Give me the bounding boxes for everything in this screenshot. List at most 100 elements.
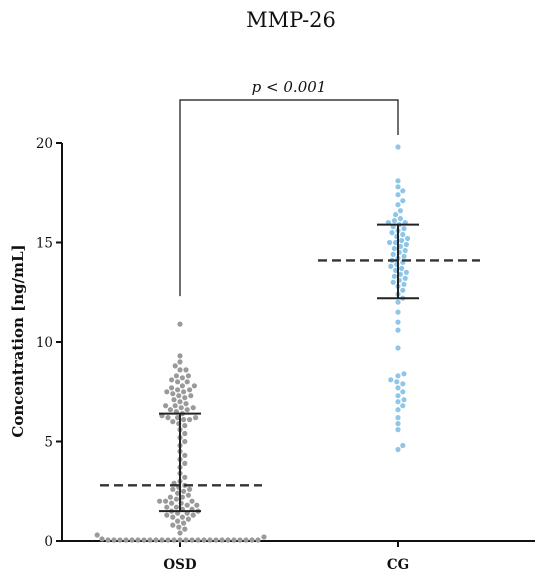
y-tick-label: 10 bbox=[36, 335, 53, 351]
significance-label: p < 0.001 bbox=[252, 78, 327, 96]
data-point bbox=[183, 367, 189, 373]
data-point bbox=[231, 537, 237, 543]
data-point bbox=[173, 504, 179, 510]
data-point bbox=[391, 245, 397, 252]
data-point bbox=[400, 442, 406, 449]
data-point bbox=[395, 373, 401, 379]
data-point bbox=[169, 377, 175, 383]
data-point bbox=[177, 399, 183, 405]
data-point bbox=[105, 537, 111, 543]
data-point bbox=[390, 279, 396, 285]
data-point bbox=[395, 407, 401, 413]
data-point bbox=[395, 178, 401, 184]
data-point bbox=[175, 490, 181, 496]
data-point bbox=[164, 512, 170, 518]
y-tick-label: 20 bbox=[36, 136, 53, 152]
data-point bbox=[400, 231, 406, 238]
data-point bbox=[94, 532, 100, 538]
data-point bbox=[401, 226, 407, 232]
data-point bbox=[391, 218, 397, 224]
data-point bbox=[177, 537, 183, 543]
data-point bbox=[178, 405, 184, 411]
data-point bbox=[164, 504, 170, 510]
data-point bbox=[213, 537, 219, 543]
data-point bbox=[170, 486, 176, 492]
data-point bbox=[403, 269, 409, 275]
data-point bbox=[187, 417, 193, 423]
data-point bbox=[185, 492, 191, 498]
y-tick-label: 0 bbox=[44, 534, 53, 550]
data-point bbox=[395, 385, 401, 391]
data-point bbox=[182, 430, 188, 437]
data-point bbox=[179, 383, 185, 389]
data-point bbox=[190, 512, 196, 518]
data-point bbox=[395, 319, 401, 325]
data-point bbox=[194, 502, 200, 508]
data-point bbox=[395, 421, 401, 427]
data-point bbox=[393, 212, 399, 218]
data-point bbox=[193, 415, 199, 421]
data-point bbox=[177, 530, 183, 536]
data-point bbox=[147, 537, 153, 543]
data-point bbox=[177, 353, 183, 359]
plot-area: 0 5 10 15 20 OSD CG bbox=[36, 99, 535, 573]
data-point bbox=[177, 367, 183, 373]
data-point bbox=[405, 235, 411, 242]
data-point bbox=[400, 198, 406, 204]
y-axis-label: Concentration [ng/mL] bbox=[9, 244, 27, 437]
data-point bbox=[169, 385, 175, 391]
x-tick-label: CG bbox=[387, 557, 409, 573]
data-point bbox=[388, 377, 394, 383]
data-point bbox=[171, 537, 177, 543]
data-point bbox=[394, 379, 400, 385]
data-point bbox=[163, 403, 169, 409]
data-point bbox=[249, 537, 255, 543]
data-point bbox=[175, 379, 181, 385]
data-point bbox=[165, 415, 171, 421]
data-point bbox=[403, 241, 409, 248]
data-point bbox=[189, 537, 195, 543]
data-point bbox=[181, 389, 187, 395]
data-point bbox=[179, 375, 185, 381]
data-point bbox=[400, 389, 406, 395]
data-point bbox=[395, 192, 401, 198]
data-point bbox=[187, 387, 193, 393]
data-point bbox=[255, 537, 261, 543]
data-point bbox=[181, 488, 187, 494]
data-point bbox=[177, 321, 183, 327]
data-point bbox=[177, 359, 183, 365]
data-point bbox=[172, 403, 178, 409]
data-point bbox=[395, 415, 401, 421]
data-point bbox=[99, 536, 105, 542]
data-point bbox=[179, 514, 185, 520]
data-point bbox=[187, 486, 193, 492]
data-point bbox=[397, 216, 403, 222]
data-point bbox=[176, 524, 182, 530]
data-point bbox=[188, 393, 194, 399]
data-point bbox=[185, 516, 191, 522]
data-point bbox=[170, 522, 176, 528]
data-point bbox=[176, 393, 182, 399]
data-point bbox=[184, 407, 190, 413]
data-point bbox=[399, 265, 405, 271]
data-point bbox=[175, 415, 181, 421]
data-point bbox=[175, 518, 181, 524]
data-point bbox=[195, 537, 201, 543]
data-point bbox=[395, 144, 401, 150]
data-point bbox=[189, 498, 195, 504]
data-point bbox=[219, 537, 225, 543]
data-point bbox=[183, 401, 189, 407]
data-point bbox=[401, 371, 407, 377]
data-point bbox=[173, 373, 179, 379]
data-point bbox=[395, 345, 401, 351]
data-point bbox=[399, 237, 405, 244]
data-point bbox=[167, 407, 173, 413]
data-point bbox=[171, 397, 177, 403]
data-point bbox=[157, 498, 163, 504]
data-point bbox=[170, 514, 176, 520]
data-point bbox=[129, 537, 135, 543]
data-point bbox=[237, 537, 243, 543]
data-point bbox=[395, 299, 401, 305]
data-point bbox=[182, 395, 188, 401]
